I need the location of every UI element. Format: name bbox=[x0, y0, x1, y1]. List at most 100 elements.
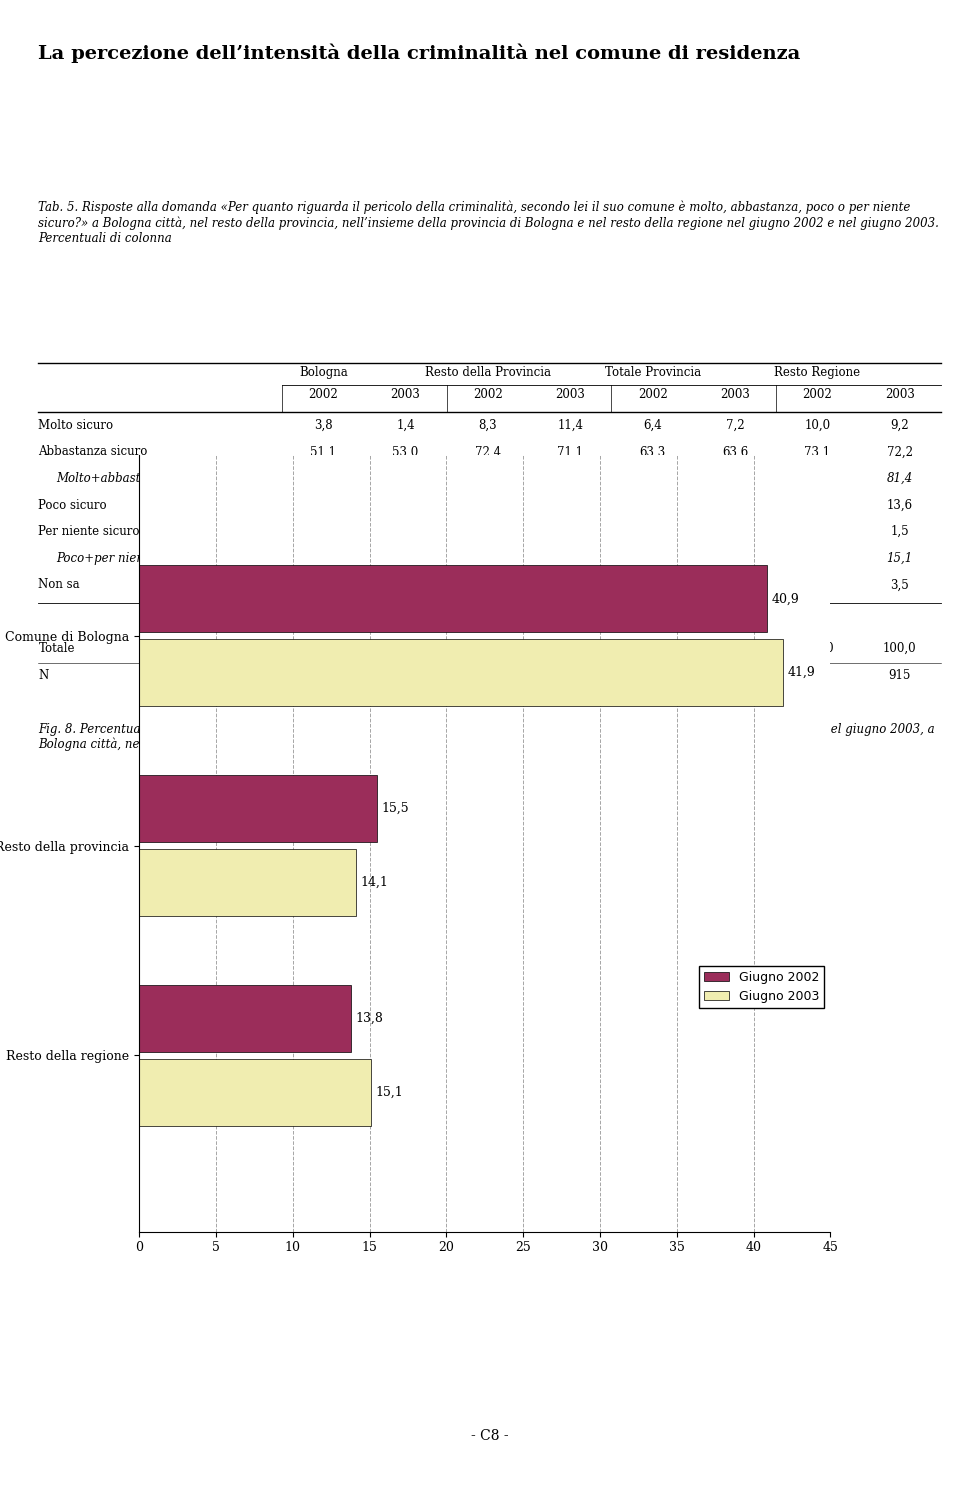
Text: 41,9: 41,9 bbox=[393, 552, 419, 564]
Text: 404: 404 bbox=[312, 669, 334, 682]
Text: 2003: 2003 bbox=[720, 388, 750, 402]
Text: 2003: 2003 bbox=[885, 388, 915, 402]
Text: Bologna: Bologna bbox=[299, 366, 348, 379]
Text: 1,5: 1,5 bbox=[808, 526, 827, 537]
Text: 2002: 2002 bbox=[473, 388, 503, 402]
Text: Totale: Totale bbox=[38, 642, 75, 655]
Text: Resto Regione: Resto Regione bbox=[774, 366, 860, 379]
Text: 70,8: 70,8 bbox=[722, 472, 748, 485]
Text: Totale Provincia: Totale Provincia bbox=[605, 366, 701, 379]
Text: 2003: 2003 bbox=[391, 388, 420, 402]
Text: 9,2: 9,2 bbox=[890, 420, 909, 431]
Text: 81,4: 81,4 bbox=[886, 472, 913, 485]
Text: 3,1: 3,1 bbox=[808, 578, 827, 591]
Text: 11,4: 11,4 bbox=[557, 420, 584, 431]
Text: Molto sicuro: Molto sicuro bbox=[38, 420, 113, 431]
Text: 13,8: 13,8 bbox=[356, 1012, 384, 1026]
Text: Tab. 5. Risposte alla domanda «Per quanto riguarda il pericolo della criminalità: Tab. 5. Risposte alla domanda «Per quant… bbox=[38, 200, 939, 245]
Text: 100,0: 100,0 bbox=[718, 642, 752, 655]
Text: 69,7: 69,7 bbox=[639, 472, 665, 485]
Text: 3,7: 3,7 bbox=[478, 578, 497, 591]
Text: 15,1: 15,1 bbox=[375, 1085, 403, 1099]
Text: 100,0: 100,0 bbox=[306, 642, 340, 655]
Text: 4,0: 4,0 bbox=[643, 578, 662, 591]
Text: 63,3: 63,3 bbox=[639, 445, 665, 458]
Text: 13,8: 13,8 bbox=[804, 552, 830, 564]
Text: 41,9: 41,9 bbox=[787, 666, 815, 679]
Text: 25,7: 25,7 bbox=[722, 552, 748, 564]
Text: 12,0: 12,0 bbox=[557, 499, 584, 512]
Text: 3,8: 3,8 bbox=[643, 526, 661, 537]
Text: 14,1: 14,1 bbox=[557, 552, 584, 564]
Text: 951: 951 bbox=[641, 669, 663, 682]
Text: 3,5: 3,5 bbox=[726, 578, 744, 591]
Text: 2002: 2002 bbox=[803, 388, 832, 402]
Text: - C8 -: - C8 - bbox=[470, 1429, 509, 1442]
Text: 53,0: 53,0 bbox=[393, 445, 419, 458]
Text: 921: 921 bbox=[806, 669, 828, 682]
Bar bbox=[139, 566, 767, 633]
Text: 15,5: 15,5 bbox=[382, 802, 410, 815]
Text: 7,2: 7,2 bbox=[726, 420, 744, 431]
Bar bbox=[139, 985, 351, 1053]
Text: 22,8: 22,8 bbox=[722, 499, 748, 512]
Bar bbox=[139, 775, 377, 842]
Text: 40,9: 40,9 bbox=[310, 552, 336, 564]
Text: 7,0: 7,0 bbox=[314, 526, 332, 537]
Text: 1,4: 1,4 bbox=[396, 420, 415, 431]
Text: 71,1: 71,1 bbox=[557, 445, 584, 458]
Text: 40,9: 40,9 bbox=[772, 593, 800, 605]
Text: 100,0: 100,0 bbox=[636, 642, 669, 655]
Text: 4,2: 4,2 bbox=[396, 526, 415, 537]
Text: 83,1: 83,1 bbox=[804, 472, 830, 485]
Text: 13,6: 13,6 bbox=[887, 499, 913, 512]
Text: 22,5: 22,5 bbox=[639, 499, 665, 512]
Text: 100,0: 100,0 bbox=[801, 642, 834, 655]
Text: Fig. 8. Percentuale di persone che considera il proprio comune poco o per niente: Fig. 8. Percentuale di persone che consi… bbox=[38, 723, 935, 751]
Text: 12,3: 12,3 bbox=[804, 499, 830, 512]
Text: 54,8: 54,8 bbox=[310, 472, 336, 485]
Text: 915: 915 bbox=[888, 669, 911, 682]
Text: Poco+per niente: Poco+per niente bbox=[57, 552, 156, 564]
Bar bbox=[139, 1059, 372, 1126]
Text: 4,3: 4,3 bbox=[314, 578, 332, 591]
Text: 959: 959 bbox=[724, 669, 746, 682]
Text: 2002: 2002 bbox=[637, 388, 667, 402]
Text: 10,0: 10,0 bbox=[804, 420, 830, 431]
Bar bbox=[139, 850, 356, 917]
Text: 2,0: 2,0 bbox=[561, 526, 580, 537]
Text: 73,1: 73,1 bbox=[804, 445, 830, 458]
Text: 14,1: 14,1 bbox=[475, 499, 501, 512]
Text: Non sa: Non sa bbox=[38, 578, 80, 591]
Text: 100,0: 100,0 bbox=[883, 642, 917, 655]
Text: Per niente sicuro: Per niente sicuro bbox=[38, 526, 140, 537]
Text: 1102: 1102 bbox=[391, 669, 420, 682]
Text: 100,0: 100,0 bbox=[553, 642, 588, 655]
Text: 72,2: 72,2 bbox=[887, 445, 913, 458]
Text: Abbastanza sicuro: Abbastanza sicuro bbox=[38, 445, 148, 458]
Text: 559: 559 bbox=[559, 669, 582, 682]
Text: 26,3: 26,3 bbox=[639, 552, 665, 564]
Text: 63,6: 63,6 bbox=[722, 445, 748, 458]
Text: Poco sicuro: Poco sicuro bbox=[38, 499, 107, 512]
Text: 14,1: 14,1 bbox=[360, 876, 388, 888]
Text: Molto+abbastanza: Molto+abbastanza bbox=[57, 472, 169, 485]
Text: 2,9: 2,9 bbox=[726, 526, 744, 537]
Text: 1,4: 1,4 bbox=[479, 526, 497, 537]
Text: 72,4: 72,4 bbox=[475, 445, 501, 458]
Text: 15,5: 15,5 bbox=[475, 552, 501, 564]
Text: 3,7: 3,7 bbox=[396, 578, 415, 591]
Bar bbox=[139, 639, 782, 706]
Text: N: N bbox=[38, 669, 49, 682]
Text: 15,1: 15,1 bbox=[886, 552, 913, 564]
Text: 3,8: 3,8 bbox=[314, 420, 332, 431]
Text: 6,4: 6,4 bbox=[643, 420, 662, 431]
Text: 2002: 2002 bbox=[308, 388, 338, 402]
Text: 8,3: 8,3 bbox=[479, 420, 497, 431]
Text: 100,0: 100,0 bbox=[389, 642, 422, 655]
Text: 1,5: 1,5 bbox=[890, 526, 909, 537]
Text: 3,4: 3,4 bbox=[561, 578, 580, 591]
Text: 2003: 2003 bbox=[555, 388, 586, 402]
Text: 54,4: 54,4 bbox=[393, 472, 419, 485]
Text: 37,7: 37,7 bbox=[393, 499, 419, 512]
